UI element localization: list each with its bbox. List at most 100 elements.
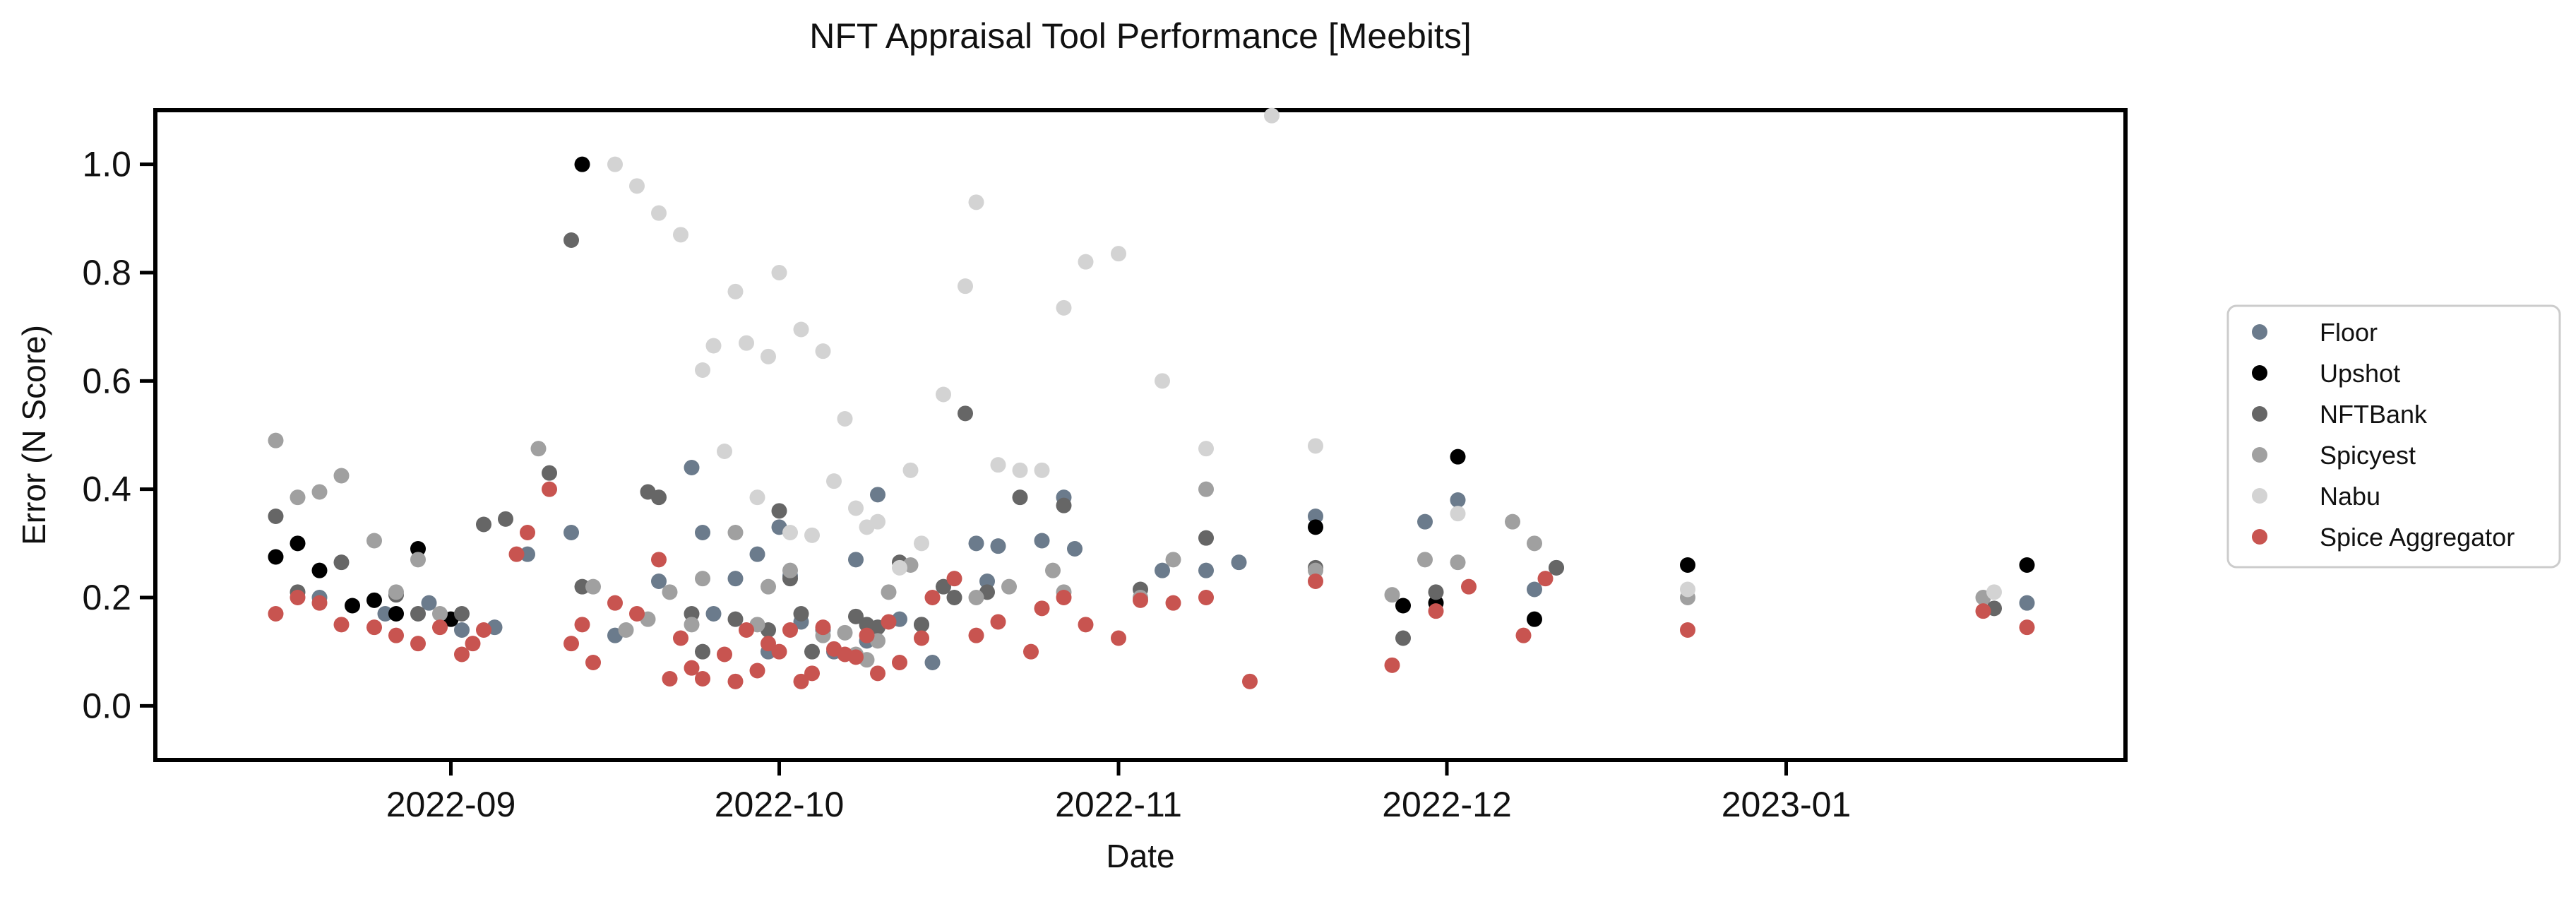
data-point: [727, 571, 744, 587]
data-point: [793, 673, 809, 689]
data-point: [804, 643, 820, 660]
data-point: [727, 673, 744, 689]
data-point: [542, 465, 557, 481]
data-point: [1461, 578, 1477, 595]
data-point: [793, 321, 809, 338]
data-point: [2019, 595, 2035, 611]
data-point: [727, 525, 744, 540]
data-point: [848, 552, 864, 568]
data-point: [432, 619, 448, 636]
data-point: [333, 468, 350, 484]
data-point: [924, 590, 941, 605]
data-point: [968, 535, 984, 552]
data-point: [1198, 441, 1214, 457]
data-point: [651, 205, 667, 221]
data-point: [333, 617, 350, 633]
data-point: [914, 630, 929, 646]
data-point: [366, 592, 382, 608]
data-point: [1515, 627, 1532, 643]
legend-label: Floor: [2320, 318, 2378, 347]
data-point: [815, 343, 831, 360]
data-point: [1527, 611, 1542, 627]
data-point: [1155, 562, 1170, 578]
legend-item-nabu: Nabu: [2252, 482, 2380, 511]
data-point: [870, 487, 886, 503]
data-point: [782, 525, 798, 540]
x-tick-label: 2022-11: [1055, 785, 1182, 824]
data-point: [1537, 571, 1554, 587]
data-point: [782, 622, 798, 638]
legend-marker: [2252, 488, 2267, 504]
data-point: [695, 362, 710, 378]
y-axis: 0.0 0.2 0.4 0.6 0.8 1.0: [82, 145, 153, 725]
data-point: [761, 578, 776, 595]
data-point: [673, 630, 688, 646]
data-point: [739, 622, 754, 638]
data-point: [1034, 462, 1050, 478]
data-point: [1001, 578, 1017, 595]
data-point: [1111, 630, 1126, 646]
data-point: [727, 611, 744, 627]
data-point: [684, 660, 700, 676]
data-point: [717, 646, 732, 663]
data-point: [848, 649, 864, 665]
data-point: [771, 265, 787, 280]
legend-marker: [2252, 324, 2267, 340]
data-point: [749, 663, 765, 679]
data-point: [1549, 559, 1564, 576]
data-point: [1056, 299, 1072, 316]
data-point: [673, 227, 688, 243]
data-point: [564, 232, 579, 248]
data-point: [968, 590, 984, 605]
data-point: [1395, 630, 1411, 646]
data-point: [618, 622, 634, 638]
legend-item-floor: Floor: [2252, 318, 2378, 347]
data-point: [990, 614, 1006, 630]
data-point: [848, 608, 864, 624]
data-point: [1078, 254, 1094, 270]
data-point: [574, 156, 590, 172]
legend-item-upshot: Upshot: [2252, 359, 2400, 388]
data-point: [2019, 557, 2035, 573]
data-point: [651, 574, 667, 589]
series-spicyest: [268, 432, 1991, 668]
data-point: [1034, 533, 1050, 549]
data-point: [432, 606, 448, 622]
data-point: [629, 178, 645, 194]
y-tick-label: 0.0: [82, 686, 131, 725]
data-point: [1680, 557, 1695, 573]
data-point: [1155, 373, 1170, 389]
data-point: [388, 627, 404, 643]
data-point: [2019, 619, 2035, 636]
series-nftbank: [268, 232, 2002, 660]
data-point: [476, 622, 491, 638]
data-point: [542, 481, 557, 497]
data-point: [1242, 673, 1258, 689]
data-point: [1034, 600, 1050, 617]
data-point: [1680, 581, 1695, 598]
data-point: [968, 194, 984, 210]
data-point: [508, 546, 525, 562]
data-point: [1308, 509, 1323, 524]
x-tick-label: 2022-12: [1382, 785, 1512, 824]
legend-marker: [2252, 447, 2267, 463]
data-point: [684, 460, 700, 475]
y-tick-label: 1.0: [82, 145, 131, 184]
data-point: [1505, 513, 1520, 530]
data-point: [651, 489, 667, 506]
data-point: [1133, 592, 1148, 608]
data-point: [902, 462, 919, 478]
data-point: [290, 590, 306, 605]
legend-item-spice-aggregator: Spice Aggregator: [2252, 523, 2515, 552]
data-point: [749, 546, 765, 562]
data-point: [705, 338, 722, 354]
data-point: [1308, 519, 1323, 535]
data-point: [1384, 587, 1400, 603]
y-tick-label: 0.4: [82, 470, 131, 509]
data-point: [564, 525, 579, 540]
data-point: [1012, 462, 1028, 478]
data-point: [684, 606, 700, 622]
data-point: [936, 578, 951, 595]
data-point: [1395, 598, 1411, 614]
data-point: [771, 643, 787, 660]
